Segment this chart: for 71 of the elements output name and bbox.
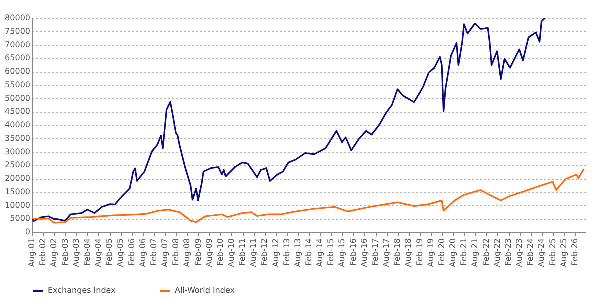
line-series xyxy=(32,168,585,224)
y-tick-label: 20000 xyxy=(5,174,30,183)
x-tick-label: Feb-07 xyxy=(149,238,158,266)
y-tick-label: 15000 xyxy=(5,187,30,196)
x-tick-label: Aug-08 xyxy=(182,238,192,268)
x-tick-label: Aug-16 xyxy=(360,238,369,268)
y-tick-label: 10000 xyxy=(5,200,30,210)
x-tick-label: Aug-06 xyxy=(138,238,148,268)
x-tick-label: Aug-23 xyxy=(515,238,524,268)
x-tick-label: Aug-17 xyxy=(382,238,392,268)
x-tick-label: Aug-01 xyxy=(28,238,36,268)
x-tick-label: Feb-20 xyxy=(438,238,447,266)
x-tick-label: Aug-24 xyxy=(537,238,546,268)
x-tick-label: Feb-10 xyxy=(216,238,225,266)
x-tick-label: Aug-25 xyxy=(559,238,568,268)
y-tick-label: 40000 xyxy=(5,120,30,130)
legend-label: Exchanges Index xyxy=(48,286,116,295)
x-tick-label: Feb-19 xyxy=(415,238,424,266)
legend-label: All-World Index xyxy=(175,286,236,295)
x-tick-label: Feb-22 xyxy=(482,238,491,266)
x-tick-label: Feb-02 xyxy=(38,238,48,266)
y-tick-label: 35000 xyxy=(5,134,30,143)
x-tick-label: Feb-06 xyxy=(127,238,136,266)
x-tick-label: Feb-17 xyxy=(371,238,380,266)
x-tick-label: Feb-04 xyxy=(82,238,92,266)
x-tick-label: Aug-09 xyxy=(204,238,214,268)
y-tick-label: 5000 xyxy=(10,214,30,224)
line-series xyxy=(32,18,546,222)
x-tick-label: Aug-04 xyxy=(94,238,103,268)
x-tick-label: Feb-03 xyxy=(60,238,70,266)
x-tick-label: Aug-12 xyxy=(271,238,280,268)
x-tick-label: Feb-09 xyxy=(194,238,203,266)
y-tick-label: 25000 xyxy=(5,160,30,170)
x-tick-label: Aug-13 xyxy=(293,238,302,268)
x-tick-label: Aug-07 xyxy=(160,238,170,268)
y-tick-label: 75000 xyxy=(5,26,30,36)
x-tick-label: Feb-23 xyxy=(504,238,514,266)
y-tick-label: 55000 xyxy=(5,80,30,90)
x-tick-label: Aug-05 xyxy=(116,238,126,268)
x-tick-label: Feb-05 xyxy=(105,238,114,266)
x-tick-label: Aug-03 xyxy=(72,238,81,268)
x-tick-label: Feb-18 xyxy=(393,238,402,266)
x-tick-label: Aug-19 xyxy=(426,238,436,268)
x-tick-label: Feb-16 xyxy=(348,238,358,266)
x-tick-label: Feb-12 xyxy=(260,238,270,266)
y-tick-label: 60000 xyxy=(5,67,30,76)
x-tick-label: Aug-20 xyxy=(448,238,458,268)
x-tick-label: Aug-18 xyxy=(404,238,414,268)
y-tick-label: 70000 xyxy=(5,40,30,50)
x-tick-label: Aug-15 xyxy=(338,238,347,268)
y-tick-label: 45000 xyxy=(5,107,30,116)
x-tick-label: Feb-11 xyxy=(238,238,248,266)
x-tick-label: Feb-21 xyxy=(460,238,469,266)
y-tick-label: 30000 xyxy=(5,147,30,156)
y-tick-label: 80000 xyxy=(5,14,30,22)
x-tick-label: Feb-15 xyxy=(326,238,336,266)
x-tick-label: Feb-24 xyxy=(526,238,536,266)
x-tick-label: Aug-22 xyxy=(492,238,502,268)
x-tick-label: Aug-21 xyxy=(470,238,480,268)
y-tick-label: 50000 xyxy=(5,94,30,103)
y-tick-label: 65000 xyxy=(5,54,30,63)
x-tick-label: Feb-26 xyxy=(570,238,580,266)
y-tick-label: 0 xyxy=(25,228,30,236)
x-tick-label: Aug-14 xyxy=(316,238,325,268)
x-tick-label: Feb-08 xyxy=(172,238,181,266)
x-tick-label: Aug-11 xyxy=(249,238,258,268)
x-tick-label: Feb-25 xyxy=(548,238,558,266)
x-tick-label: Aug-10 xyxy=(226,238,236,268)
x-tick-label: Aug-02 xyxy=(50,238,59,268)
x-tick-label: Feb-14 xyxy=(304,238,314,266)
x-tick-label: Feb-13 xyxy=(282,238,292,266)
